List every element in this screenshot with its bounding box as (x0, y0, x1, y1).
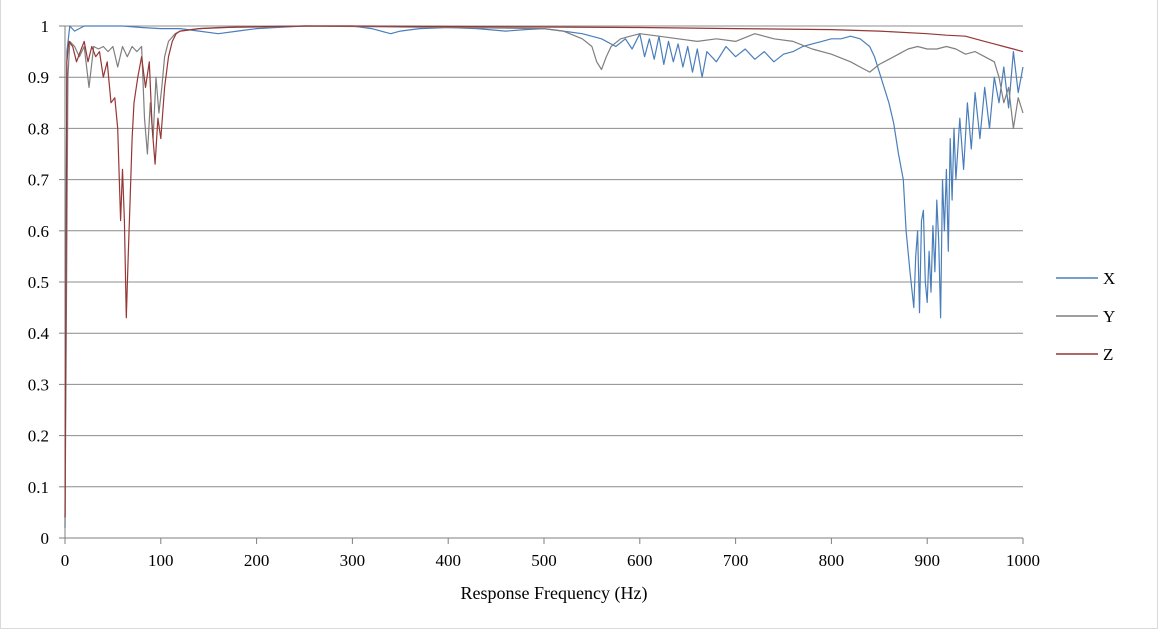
legend-item-y: Y (1056, 307, 1115, 326)
x-tick-label-6: 600 (627, 551, 653, 570)
y-tick-label-0: 0 (41, 529, 50, 548)
y-tick-label-10: 1 (41, 17, 50, 36)
y-tick-label-1: 0.1 (28, 478, 49, 497)
legend-label-x: X (1103, 269, 1115, 288)
x-tick-label-4: 400 (435, 551, 461, 570)
legend-item-z: Z (1056, 345, 1113, 364)
series-line-y (64, 25, 1024, 528)
y-tick-label-4: 0.4 (28, 324, 50, 343)
legend: XYZ (1056, 269, 1115, 364)
axes (59, 25, 1024, 544)
x-tick-label-3: 300 (340, 551, 366, 570)
x-axis-title: Response Frequency (Hz) (461, 583, 648, 604)
series-lines (64, 25, 1024, 528)
x-tick-label-2: 200 (244, 551, 270, 570)
y-tick-label-5: 0.5 (28, 273, 49, 292)
x-tick-label-7: 700 (723, 551, 749, 570)
legend-label-y: Y (1103, 307, 1115, 326)
x-tick-label-10: 1000 (1006, 551, 1040, 570)
series-line-z (64, 25, 1024, 518)
gridlines (65, 25, 1023, 488)
y-tick-label-8: 0.8 (28, 119, 49, 138)
y-tick-label-9: 0.9 (28, 68, 49, 87)
legend-item-x: X (1056, 269, 1115, 288)
x-tick-label-0: 0 (61, 551, 70, 570)
y-tick-label-7: 0.7 (28, 171, 50, 190)
y-tick-label-3: 0.3 (28, 375, 49, 394)
y-tick-label-6: 0.6 (28, 222, 49, 241)
tick-labels: 0 100 200 300 400 500 600 700 800 900 1000 0 0.1 0.2 0… (28, 17, 1040, 570)
legend-label-z: Z (1103, 345, 1113, 364)
x-tick-label-8: 800 (819, 551, 845, 570)
series-line-x (64, 25, 1024, 528)
y-tick-label-2: 0.2 (28, 427, 49, 446)
x-tick-label-9: 900 (914, 551, 940, 570)
x-tick-label-1: 100 (148, 551, 174, 570)
x-tick-label-5: 500 (531, 551, 557, 570)
